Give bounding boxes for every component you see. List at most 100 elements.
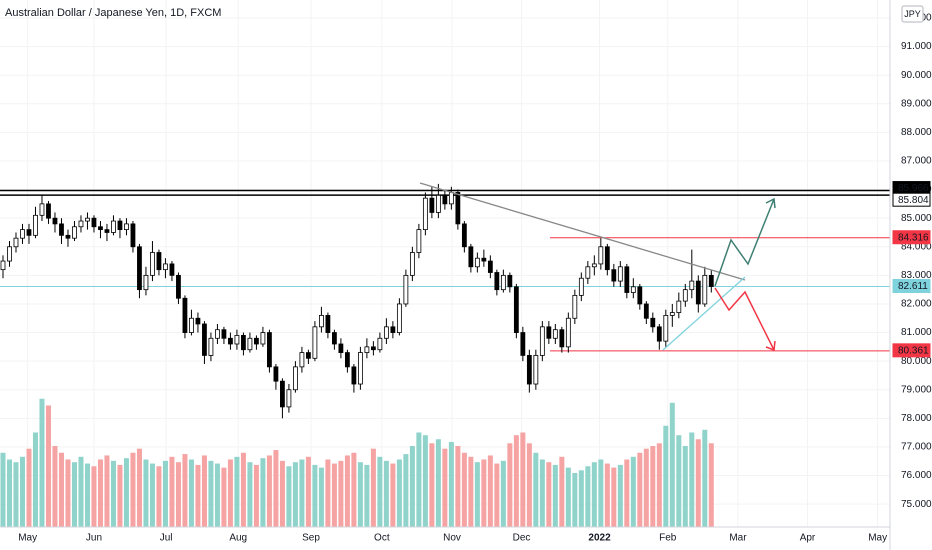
volume-bar — [689, 432, 695, 527]
chart-title: Australian Dollar / Japanese Yen, 1D, FX… — [5, 7, 221, 19]
price-tag-label: 82.611 — [898, 281, 928, 292]
candle-body — [26, 229, 32, 236]
candle-body — [416, 229, 422, 253]
volume-bar — [266, 455, 272, 527]
candle-body — [546, 326, 552, 339]
y-tick-label: 82.000 — [901, 299, 932, 310]
price-tag — [892, 192, 931, 207]
volume-bar — [6, 459, 12, 527]
candle-body — [241, 335, 246, 351]
candle-body — [695, 280, 701, 305]
candle-body — [13, 237, 19, 248]
x-tick-label: Sep — [302, 533, 320, 544]
candle-body — [585, 266, 591, 279]
volume-bar — [409, 446, 415, 527]
volume-bar — [520, 432, 526, 527]
candle-body — [344, 352, 350, 368]
volume-layer — [0, 398, 714, 527]
volume-bar — [572, 473, 578, 527]
candle-body — [630, 286, 636, 293]
x-tick-label: 2022 — [588, 533, 611, 544]
candle-body — [708, 274, 714, 287]
candle-body — [624, 266, 630, 293]
price-tag — [892, 278, 931, 293]
candle-body — [650, 317, 656, 328]
y-tick-label: 78.000 — [901, 413, 932, 424]
candle-body — [591, 263, 597, 268]
volume-bar — [624, 459, 630, 527]
candle-body — [306, 352, 311, 359]
volume-bar — [130, 452, 136, 527]
volume-bar — [643, 448, 649, 527]
candle-body — [565, 317, 571, 348]
candle-body — [7, 246, 12, 262]
candle-body — [78, 220, 84, 228]
candle-body — [312, 326, 318, 359]
volume-bar — [117, 464, 123, 527]
volume-bar — [325, 459, 331, 527]
candle-body — [461, 223, 467, 248]
volume-bar — [676, 435, 682, 527]
volume-bar — [149, 463, 155, 527]
y-tick-label: 77.000 — [901, 442, 932, 453]
candle-body — [520, 332, 526, 356]
volume-bar — [429, 443, 435, 527]
volume-bar — [390, 463, 396, 527]
candle-body — [65, 234, 71, 239]
volume-bar — [260, 458, 266, 527]
volume-bar — [442, 448, 448, 527]
volume-bar — [364, 464, 370, 527]
volume-bar — [702, 429, 708, 527]
price-tag-label: 85.966 — [898, 183, 929, 194]
candle-body — [481, 257, 487, 262]
candle-body — [487, 260, 493, 273]
candle-body — [656, 326, 662, 342]
volume-bar — [312, 464, 318, 527]
candle-body — [435, 194, 441, 213]
volume-bar — [110, 460, 116, 527]
candle-body — [137, 246, 142, 291]
volume-bar — [507, 443, 513, 527]
volume-bar — [591, 462, 597, 527]
volume-bar — [559, 456, 565, 527]
volume-bar — [650, 446, 656, 527]
volume-bar — [58, 452, 64, 527]
candle-body — [169, 263, 175, 276]
volume-bar — [104, 455, 110, 527]
candle-body — [234, 335, 240, 345]
candle-body — [189, 317, 194, 333]
y-tick-label: 79.000 — [901, 384, 932, 395]
candle-body — [72, 226, 77, 239]
volume-bar — [487, 455, 493, 527]
candle-body — [357, 352, 363, 385]
x-tick-label: Apr — [800, 533, 816, 544]
candle-body — [325, 314, 331, 333]
volume-bar — [396, 459, 402, 527]
volume-bar — [240, 452, 246, 527]
arrow-head — [765, 340, 776, 352]
volume-bar — [162, 460, 168, 527]
candle-body — [455, 192, 461, 225]
volume-bar — [292, 462, 298, 527]
candle-body — [260, 332, 266, 345]
price-tag-label: 85.804 — [898, 195, 929, 206]
volume-bar — [143, 459, 149, 527]
y-tick-label: 89.000 — [901, 98, 932, 109]
volume-bar — [695, 439, 701, 527]
candle-body — [91, 217, 97, 228]
candle-body — [39, 203, 45, 216]
candle-body — [396, 303, 402, 333]
volume-bar — [201, 455, 207, 527]
candle-body — [143, 274, 149, 291]
y-tick-label: 76.000 — [901, 470, 932, 481]
volume-bar — [45, 405, 51, 527]
volume-bar — [546, 462, 552, 527]
candle-body — [0, 260, 6, 271]
candle-body — [507, 274, 513, 288]
candle-body — [351, 366, 357, 385]
candle-body — [254, 337, 259, 345]
volume-bar — [682, 446, 688, 527]
bull-projection — [714, 198, 775, 287]
candle-body — [604, 246, 610, 271]
volume-bar — [32, 432, 38, 527]
